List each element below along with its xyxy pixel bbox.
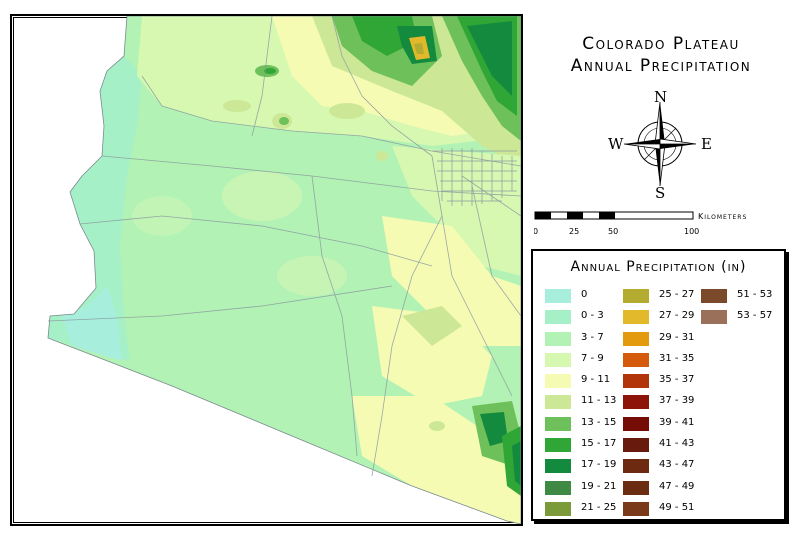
- legend-label: 53 - 57: [737, 310, 773, 322]
- scale-unit-label: Kilometers: [698, 212, 747, 221]
- scale-tick-0: 0: [534, 227, 538, 236]
- legend-label: 17 - 19: [581, 459, 617, 471]
- legend-label: 11 - 13: [581, 395, 617, 407]
- legend-swatch: [623, 289, 649, 303]
- legend-label: 15 - 17: [581, 438, 617, 450]
- road-network: [47, 16, 521, 477]
- legend-swatch: [545, 331, 571, 346]
- map-title-line2: Annual Precipitation: [570, 56, 752, 76]
- legend-swatch: [545, 438, 571, 453]
- legend-label: 3 - 7: [581, 331, 604, 343]
- legend-swatch: [545, 352, 571, 367]
- legend: Annual Precipitation (in) 0 0 - 3 3 - 7 7 -…: [531, 249, 786, 521]
- legend-swatch: [545, 416, 571, 431]
- legend-swatch: [623, 416, 649, 431]
- state-area: [48, 16, 521, 524]
- legend-swatch: [545, 310, 571, 325]
- legend-swatch: [701, 289, 727, 303]
- map-frame[interactable]: [10, 14, 523, 526]
- legend-swatch: [545, 395, 571, 410]
- legend-swatch: [623, 438, 649, 453]
- city-grid: [432, 148, 517, 206]
- legend-label: 41 - 43: [659, 438, 695, 450]
- legend-label: 9 - 11: [581, 374, 611, 386]
- legend-swatch: [623, 331, 649, 346]
- north-arrow-compass-icon: N S W E: [608, 88, 712, 200]
- map-title-line1: Colorado Plateau: [582, 34, 740, 54]
- legend-swatch: [623, 480, 649, 495]
- legend-swatch: [545, 501, 571, 516]
- scale-bar: Kilometers 0 25 50 100: [534, 211, 747, 236]
- state-border: [47, 16, 521, 524]
- legend-swatch: [545, 289, 571, 303]
- legend-label: 21 - 25: [581, 501, 617, 513]
- legend-swatch: [623, 310, 649, 325]
- legend-swatch: [701, 310, 727, 325]
- compass-south-label: S: [655, 184, 665, 200]
- legend-swatch: [623, 501, 649, 516]
- legend-label: 35 - 37: [659, 374, 695, 386]
- legend-label: 37 - 39: [659, 395, 695, 407]
- legend-label: 7 - 9: [581, 352, 604, 364]
- legend-label: 0: [581, 289, 588, 300]
- legend-swatch: [623, 395, 649, 410]
- compass-east-label: E: [701, 135, 712, 153]
- legend-label: 47 - 49: [659, 480, 695, 492]
- legend-label: 19 - 21: [581, 480, 617, 492]
- compass-north-label: N: [654, 88, 667, 106]
- legend-title: Annual Precipitation (in): [570, 259, 747, 275]
- legend-label: 27 - 29: [659, 310, 695, 322]
- legend-label: 13 - 15: [581, 416, 617, 428]
- legend-label: 31 - 35: [659, 352, 695, 364]
- legend-label: 29 - 31: [659, 331, 695, 343]
- legend-label: 43 - 47: [659, 459, 695, 471]
- precipitation-map[interactable]: [12, 16, 521, 524]
- scale-tick-100: 100: [684, 227, 699, 236]
- legend-swatch: [545, 459, 571, 474]
- legend-label: 25 - 27: [659, 289, 695, 300]
- scale-tick-50: 50: [608, 227, 618, 236]
- legend-swatch: [545, 374, 571, 389]
- legend-label: 0 - 3: [581, 310, 604, 322]
- legend-swatch: [545, 480, 571, 495]
- legend-swatch: [623, 352, 649, 367]
- compass-west-label: W: [608, 135, 624, 153]
- scale-tick-25: 25: [569, 227, 579, 236]
- legend-label: 51 - 53: [737, 289, 773, 300]
- legend-label: 49 - 51: [659, 501, 695, 513]
- legend-label: 39 - 41: [659, 416, 695, 428]
- legend-swatch: [623, 459, 649, 474]
- legend-swatch: [623, 374, 649, 389]
